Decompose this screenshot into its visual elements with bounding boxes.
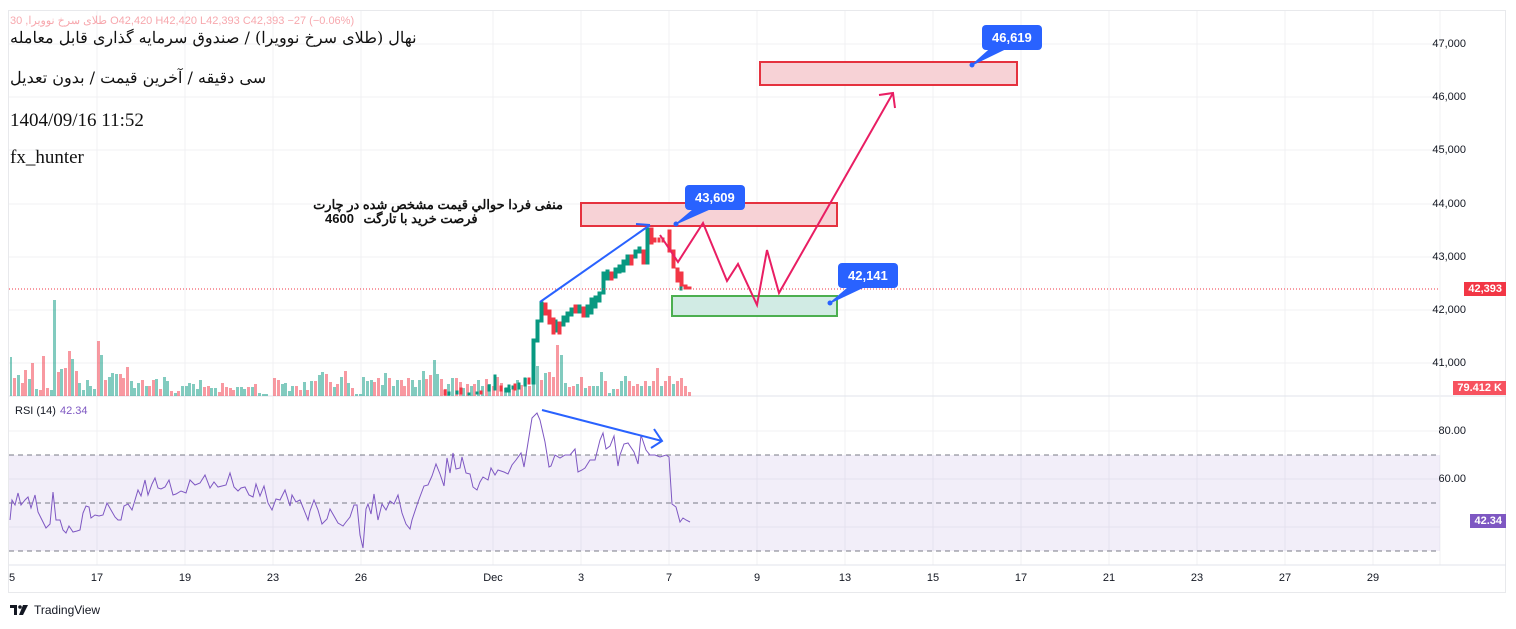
- date-tick: 17: [90, 572, 104, 584]
- callout-support[interactable]: 42,141: [838, 263, 898, 288]
- price-tick: 45,000: [1432, 144, 1466, 156]
- price-tick: 42,000: [1432, 304, 1466, 316]
- rsi-value: 42.34: [59, 405, 88, 417]
- candles[interactable]: [443, 227, 692, 396]
- volume-bars: [10, 300, 691, 396]
- date-tick: Dec: [483, 572, 503, 584]
- price-trend-arrow[interactable]: [539, 223, 651, 303]
- date-tick: 19: [178, 572, 192, 584]
- volume-tag: 79.412 K: [1453, 381, 1506, 395]
- target-zone[interactable]: [759, 61, 1018, 86]
- rsi-divergence-arrow[interactable]: [541, 409, 664, 449]
- date-tick: 23: [1190, 572, 1204, 584]
- chart-datetime: 1404/09/16 11:52: [10, 110, 144, 131]
- date-tick: 5: [8, 572, 16, 584]
- annotation-line-2[interactable]: 4600 فرصت خريد با تارگت: [325, 212, 478, 226]
- callout-target[interactable]: 46,619: [982, 25, 1042, 50]
- price-tick: 44,000: [1432, 198, 1466, 210]
- chart-author: fx_hunter: [10, 147, 84, 168]
- price-tick: 43,000: [1432, 251, 1466, 263]
- date-tick: 17: [1014, 572, 1028, 584]
- date-tick: 21: [1102, 572, 1116, 584]
- grid: [9, 11, 1440, 565]
- ohlc-legend: طلای سرخ نوویرا, 30 O42,420 H42,420 L42,…: [10, 15, 355, 27]
- tradingview-logo-icon: [10, 605, 28, 615]
- chart-frame: [8, 10, 1506, 593]
- rsi-tick: 60.00: [1438, 473, 1466, 485]
- rsi-line: [9, 412, 691, 549]
- rsi-levels: [9, 454, 1440, 552]
- callout-resistance[interactable]: 43,609: [685, 185, 745, 210]
- date-tick: 13: [838, 572, 852, 584]
- tradingview-brand[interactable]: TradingView: [10, 603, 100, 617]
- rsi-value-tag: 42.34: [1470, 514, 1506, 528]
- date-tick: 23: [266, 572, 280, 584]
- annotation-line-1[interactable]: منفی فردا حوالي قيمت مشخص شده در چارت: [313, 197, 563, 212]
- last-price-tag: 42,393: [1464, 282, 1506, 296]
- price-tick: 41,000: [1432, 357, 1466, 369]
- date-tick: 27: [1278, 572, 1292, 584]
- support-zone[interactable]: [671, 295, 838, 317]
- price-tick: 46,000: [1432, 91, 1466, 103]
- annotation-target-text: فرصت خريد با تارگت: [363, 211, 478, 226]
- date-tick: 29: [1366, 572, 1380, 584]
- chart-title: نهال (طلای سرخ نوویرا) / صندوق سرمایه گذ…: [10, 28, 417, 47]
- date-tick: 9: [753, 572, 761, 584]
- annotation-target-value: 4600: [325, 211, 354, 226]
- date-tick: 7: [665, 572, 673, 584]
- brand-name: TradingView: [34, 603, 101, 617]
- price-tick: 47,000: [1432, 38, 1466, 50]
- projection-arrowhead: [878, 91, 896, 109]
- date-tick: 26: [354, 572, 368, 584]
- projection-path[interactable]: [659, 92, 894, 309]
- rsi-legend[interactable]: RSI (14) 42.34: [15, 405, 88, 417]
- chart-subtitle: سی دقیقه / آخرین قیمت / بدون تعدیل: [10, 68, 267, 87]
- date-tick: 3: [577, 572, 585, 584]
- rsi-title: RSI (14): [15, 405, 56, 417]
- rsi-tick: 80.00: [1438, 425, 1466, 437]
- callout-pointers: [673, 48, 1006, 306]
- date-tick: 15: [926, 572, 940, 584]
